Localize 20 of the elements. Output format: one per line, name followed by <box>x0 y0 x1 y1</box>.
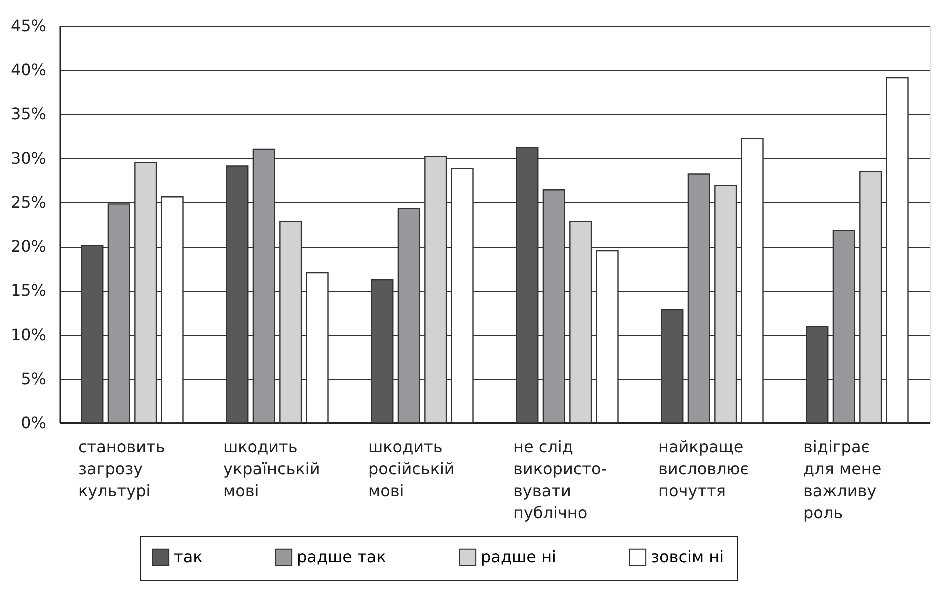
x-tick-label: відіграє для мене важливу роль <box>804 438 882 522</box>
y-tick-label: 0% <box>21 414 46 432</box>
y-tick-label: 10% <box>10 325 46 344</box>
legend-label: радше так <box>297 547 387 566</box>
x-tick-label: шкодить українській мові <box>224 438 320 500</box>
legend-label: радше ні <box>481 547 556 566</box>
legend-label: зовсім ні <box>651 547 724 566</box>
y-tick-label: 15% <box>10 281 46 300</box>
y-tick-label: 20% <box>10 237 46 256</box>
y-tick-label: 40% <box>10 60 46 80</box>
y-tick-label: 35% <box>10 104 46 124</box>
y-tick-label: 45% <box>10 16 46 36</box>
legend-label: так <box>174 547 204 566</box>
y-tick-label: 5% <box>21 369 46 388</box>
y-tick-label: 30% <box>10 148 46 168</box>
x-tick-label: не слід використо- вувати публічно <box>514 438 608 522</box>
x-tick-label: становить загрозу культурі <box>78 438 166 500</box>
x-tick-label: найкраще висловлює почуття <box>658 438 750 500</box>
y-tick-label: 25% <box>10 192 46 212</box>
x-tick-label: шкодить російській мові <box>368 438 455 500</box>
